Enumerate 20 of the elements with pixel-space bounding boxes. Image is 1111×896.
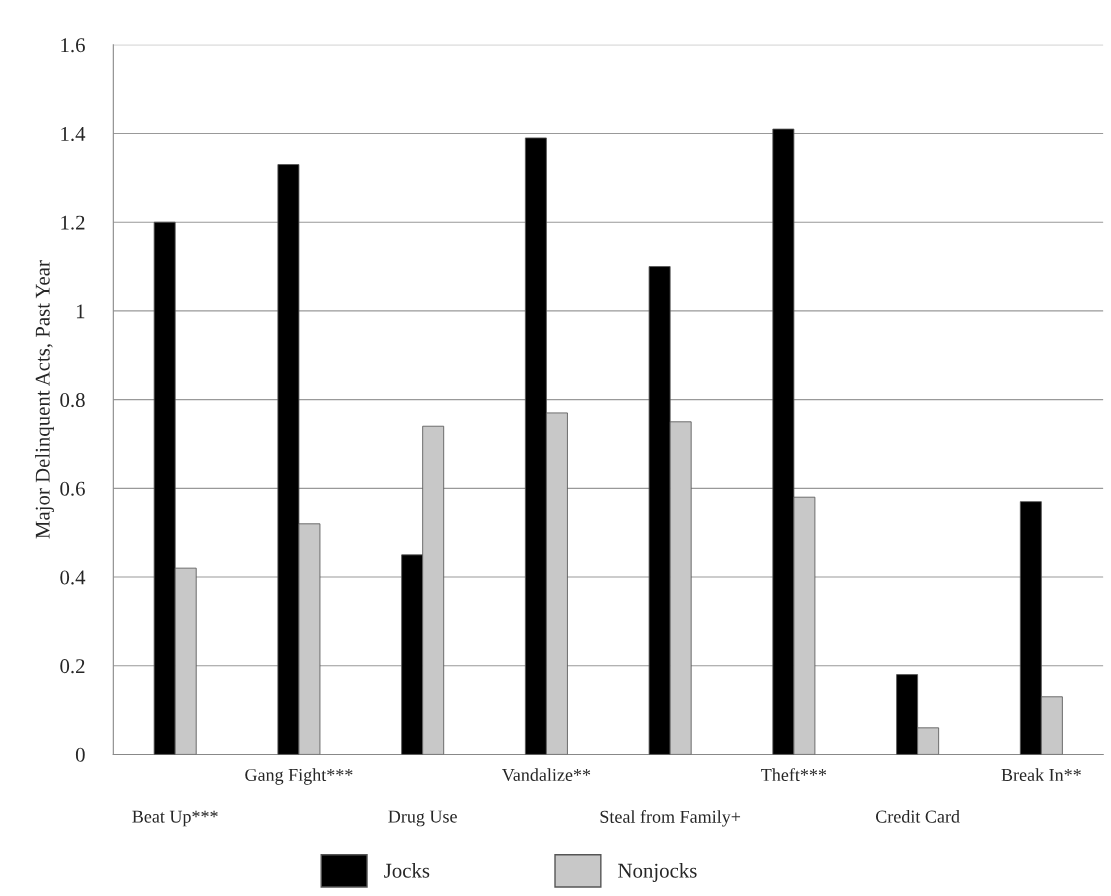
y-tick-label: 1.6: [61, 38, 85, 53]
x-tick-label: Theft***: [761, 768, 827, 782]
x-tick-label: Steal from Family+: [600, 809, 741, 827]
x-tick-label: Break In**: [1001, 768, 1081, 782]
x-tick-label: Beat Up***: [132, 810, 218, 827]
y-axis-title: Major Delinquent Acts, Past Year: [35, 260, 54, 539]
y-tick-label: 0.4: [60, 570, 86, 585]
y-tick-label: 1.2: [61, 215, 85, 230]
x-tick-label: Drug Use: [388, 810, 457, 827]
y-tick-label: 0.6: [60, 481, 85, 496]
y-tick-label: 0: [75, 747, 85, 762]
legend-label: Nonjocks: [618, 863, 697, 882]
x-tick-label: Vandalize**: [501, 768, 591, 782]
legend-label: Jocks: [384, 863, 430, 878]
x-tick-label: Gang Fight***: [245, 768, 353, 785]
x-tick-label: Credit Card: [875, 809, 960, 823]
y-tick-label: 0.8: [60, 392, 85, 408]
y-tick-label: 1: [76, 304, 85, 319]
y-tick-label: 0.2: [60, 659, 85, 674]
y-tick-label: 1.4: [61, 126, 86, 142]
